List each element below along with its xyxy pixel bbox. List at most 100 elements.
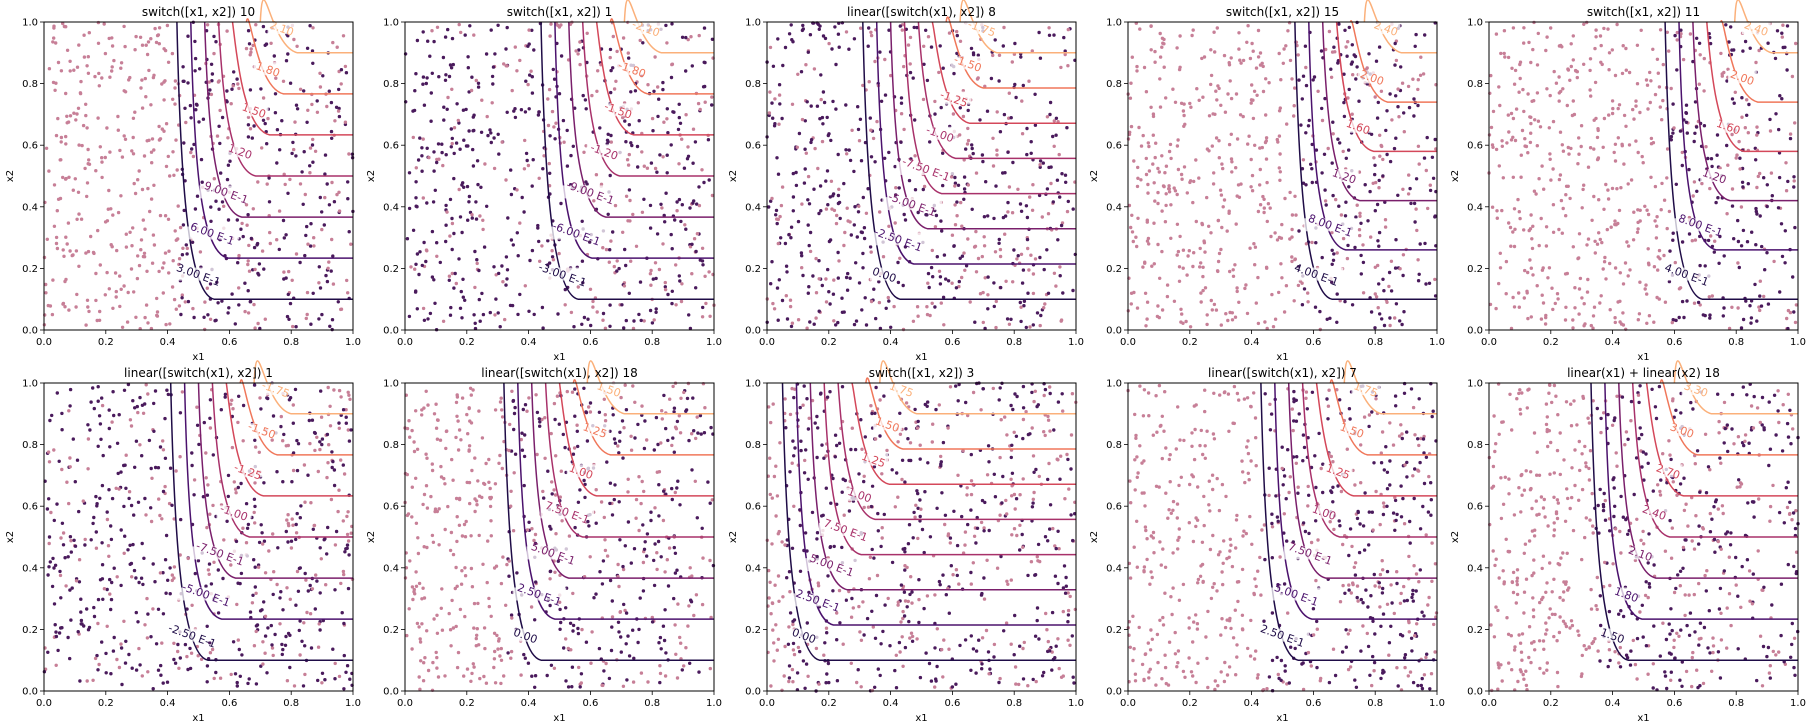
data-point bbox=[676, 127, 681, 132]
data-point bbox=[1688, 32, 1693, 36]
data-point bbox=[624, 642, 628, 646]
data-point bbox=[777, 93, 782, 97]
contour-line bbox=[568, 21, 714, 218]
data-point bbox=[127, 652, 131, 657]
data-point bbox=[419, 659, 423, 663]
data-point bbox=[329, 100, 334, 105]
data-point bbox=[450, 221, 455, 226]
data-point bbox=[333, 677, 337, 681]
data-point bbox=[52, 224, 57, 228]
data-point bbox=[1746, 182, 1751, 186]
y-axis-label: x2 bbox=[5, 531, 16, 543]
data-point bbox=[617, 451, 621, 455]
data-point bbox=[1210, 144, 1215, 148]
data-point bbox=[1337, 204, 1341, 208]
data-point bbox=[875, 119, 879, 124]
y-tick-label: 1.0 bbox=[22, 18, 38, 29]
data-point bbox=[277, 209, 282, 213]
data-point bbox=[1392, 146, 1397, 151]
data-point bbox=[1516, 197, 1520, 202]
data-point bbox=[1330, 248, 1334, 252]
data-point bbox=[1160, 209, 1164, 213]
data-point bbox=[548, 34, 552, 38]
data-point bbox=[1179, 172, 1184, 177]
data-point bbox=[662, 638, 667, 643]
data-point bbox=[531, 158, 535, 162]
data-point bbox=[1020, 99, 1024, 103]
data-point bbox=[137, 263, 142, 268]
data-point bbox=[1691, 59, 1695, 64]
data-point bbox=[263, 651, 267, 655]
data-point bbox=[1511, 295, 1515, 300]
data-point bbox=[652, 89, 656, 94]
data-point bbox=[597, 410, 602, 414]
data-point bbox=[142, 251, 147, 255]
data-point bbox=[313, 448, 317, 453]
data-point bbox=[1502, 51, 1506, 56]
data-point bbox=[1269, 234, 1273, 239]
data-point bbox=[174, 138, 178, 142]
data-point bbox=[1158, 276, 1162, 280]
data-point bbox=[54, 663, 58, 667]
data-point bbox=[1018, 300, 1022, 305]
data-point bbox=[487, 604, 491, 609]
data-point bbox=[975, 77, 980, 81]
data-point bbox=[1179, 101, 1184, 106]
data-point bbox=[51, 556, 55, 561]
data-point bbox=[779, 236, 783, 240]
data-point bbox=[1336, 61, 1340, 65]
data-point bbox=[126, 290, 130, 295]
data-point bbox=[468, 501, 472, 506]
data-point bbox=[462, 138, 466, 142]
data-point bbox=[927, 285, 931, 290]
data-point bbox=[844, 30, 849, 34]
data-point bbox=[605, 138, 610, 142]
data-point bbox=[1765, 183, 1770, 187]
data-point bbox=[806, 198, 810, 202]
data-point bbox=[994, 184, 998, 188]
data-point bbox=[992, 281, 996, 285]
data-point bbox=[449, 145, 453, 149]
data-point bbox=[1741, 49, 1745, 53]
data-point bbox=[611, 413, 615, 417]
data-point bbox=[294, 531, 299, 535]
data-point bbox=[190, 451, 194, 455]
data-point bbox=[325, 432, 330, 437]
data-point bbox=[339, 68, 344, 72]
data-point bbox=[327, 443, 331, 447]
data-point bbox=[1013, 82, 1017, 87]
data-point bbox=[1498, 266, 1503, 270]
subplot-3: 0.00-2.50 E-1-5.00 E-1-7.50 E-1-1.00-1.2… bbox=[728, 0, 1084, 363]
data-point bbox=[836, 250, 840, 255]
data-point bbox=[516, 312, 520, 317]
data-point bbox=[192, 493, 196, 497]
data-point bbox=[902, 127, 906, 132]
data-point bbox=[800, 202, 804, 206]
data-point bbox=[1606, 197, 1611, 201]
data-point bbox=[273, 632, 277, 637]
data-point bbox=[71, 253, 75, 257]
data-point bbox=[237, 86, 241, 91]
data-point bbox=[215, 280, 219, 284]
data-point bbox=[1757, 305, 1761, 309]
data-point bbox=[161, 612, 166, 616]
data-point bbox=[864, 211, 869, 215]
data-point bbox=[1564, 214, 1568, 218]
x-tick-label: 0.6 bbox=[944, 337, 960, 348]
data-point bbox=[1372, 156, 1376, 160]
data-point bbox=[230, 292, 234, 296]
data-point bbox=[697, 203, 702, 208]
data-point bbox=[1147, 169, 1152, 173]
data-point bbox=[135, 276, 140, 281]
data-point bbox=[640, 479, 644, 484]
data-point bbox=[122, 24, 126, 29]
data-point bbox=[522, 483, 526, 488]
data-point bbox=[1739, 326, 1744, 330]
data-point bbox=[1396, 193, 1400, 197]
data-point bbox=[240, 653, 244, 657]
data-point bbox=[490, 101, 494, 105]
data-point bbox=[309, 646, 314, 650]
data-point bbox=[1169, 236, 1173, 240]
data-point bbox=[1615, 187, 1619, 191]
data-point bbox=[1230, 160, 1234, 164]
